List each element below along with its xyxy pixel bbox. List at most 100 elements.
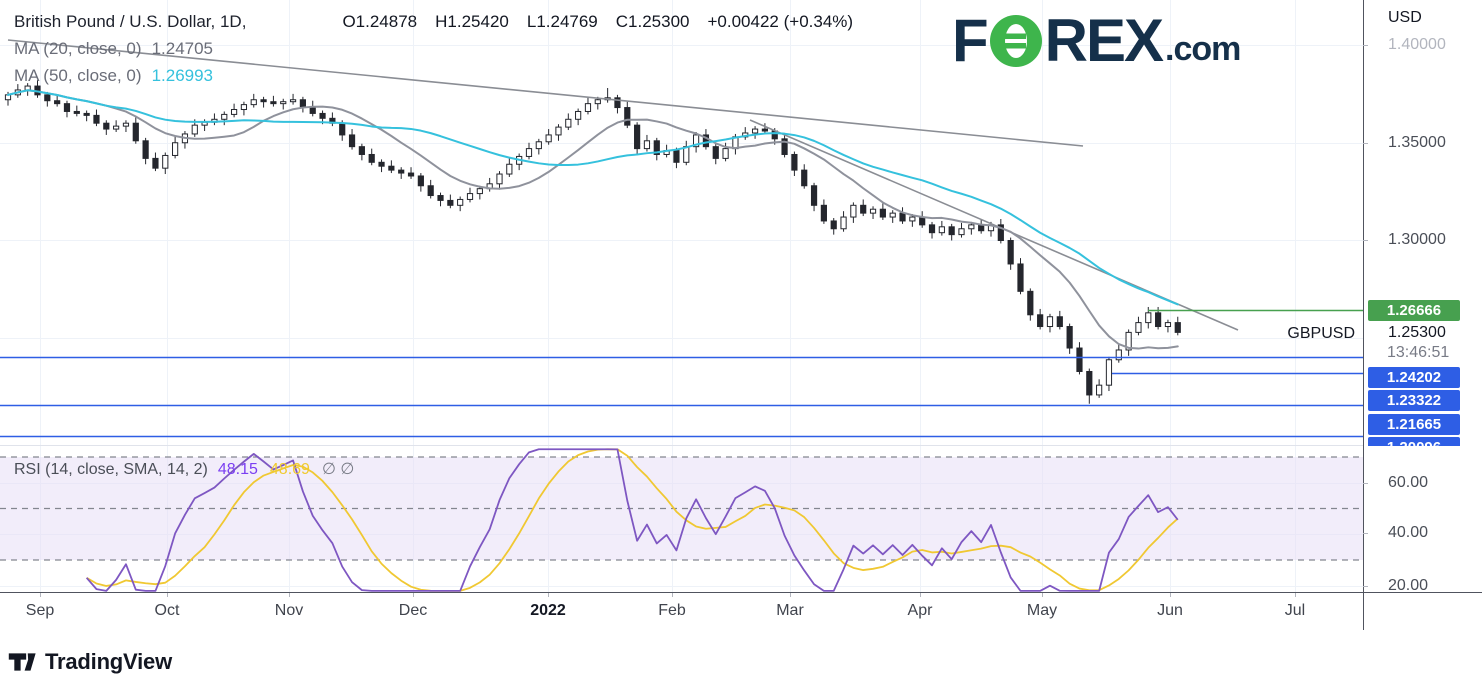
candle-body [142,140,149,159]
ma-line[interactable] [7,89,1179,350]
candle-body [1125,331,1132,351]
candle-body [702,134,710,148]
legend-title-row: British Pound / U.S. Dollar, 1D, O1.24878… [14,8,871,35]
candle-body [221,113,228,120]
candle-body [44,94,51,102]
ma20-value: 1.24705 [151,39,214,58]
last-price: 1.25300 [1388,324,1446,341]
candle-body [299,99,306,108]
time-axis-label: Apr [907,602,933,619]
candle-body [122,122,130,127]
time-axis-label: May [1026,602,1058,619]
candle-body [93,114,100,124]
candle-body [466,193,474,200]
tradingview-label: TradingView [45,649,172,674]
candle-body [63,103,71,112]
candle-body [103,122,110,130]
symbol-price-label: GBPUSD [1287,325,1355,342]
time-axis-label: 2022 [530,602,566,619]
price-axis-label: 1.30000 [1388,231,1446,248]
candle-body [1174,322,1181,333]
candle-body [1017,263,1024,292]
rsi-label: RSI (14, close, SMA, 14, 2) [14,461,208,478]
candle-body [1135,322,1142,333]
candle-body [840,216,847,230]
candle-body [673,150,680,163]
candle-body [545,134,552,143]
candle-body [388,165,395,171]
candle-body [191,124,198,135]
candle-body [378,161,385,167]
candle-body [172,142,179,156]
candle-body [1066,326,1073,349]
candle-body [319,112,326,119]
time-axis[interactable]: Sep Oct Nov Dec 2022 Feb Mar Apr May Jun Jul [0,592,1482,630]
candle-body [260,99,267,103]
bar-countdown-timer: 13:46:51 [1387,344,1450,361]
green-price-badge: 1.26666 [1368,300,1460,321]
rsi-signal-value: 48.69 [269,461,310,478]
rsi-empty-values: ∅ ∅ [321,461,355,478]
tradingview-icon [8,653,36,671]
candle-body [643,140,651,150]
candle-body [250,99,257,106]
candle-body [113,125,120,130]
price-axis-label: 1.35000 [1388,134,1446,151]
candle-body [869,208,877,214]
chart-legend: British Pound / U.S. Dollar, 1D, O1.24878… [14,8,871,89]
blue-price-badge: 1.20096 [1368,437,1460,446]
candle-body [496,173,503,185]
price-axis-label: 60.00 [1388,474,1429,491]
candle-body [810,185,818,206]
candle-body [535,141,542,150]
candle-body [152,157,159,169]
candle-body [899,212,906,222]
tradingview-logo[interactable]: TradingView [8,648,172,676]
candle-body [889,212,896,218]
ma50-legend-row[interactable]: MA (50, close, 0) 1.26993 [14,62,871,89]
candle-body [240,104,248,111]
candle-body [850,204,857,218]
symbol-title: British Pound / U.S. Dollar, 1D, [14,12,247,31]
candle-body [162,154,169,169]
candle-body [1145,312,1152,324]
ma-line[interactable] [7,89,1179,306]
candle-body [791,153,798,171]
forex-com-logo: F REX .com [952,7,1241,74]
price-axis-label: 40.00 [1388,524,1429,541]
forex-logo-rex: REX [1044,7,1164,74]
candle-body [1115,349,1122,361]
ohlc-values: O1.24878 H1.25420 L1.24769 C1.25300 +0.00422… [246,12,871,31]
candle-body [73,110,80,114]
candle-body [289,99,297,103]
time-axis-label: Dec [398,602,428,619]
ma50-label: MA (50, close, 0) [14,66,142,85]
rsi-legend[interactable]: RSI (14, close, SMA, 14, 2) 48.15 48.69 ∅ ∅ [14,459,354,479]
rsi-signal-line [86,448,1179,592]
candle-body [683,146,690,163]
price-axis-label: 1.40000 [1388,36,1446,53]
candle-body [909,216,916,222]
candle-body [1027,290,1034,316]
trendline[interactable] [7,39,1084,147]
candle-body [722,148,729,159]
candle-body [368,153,375,163]
candle-body [1164,322,1172,328]
ma20-legend-row[interactable]: MA (20, close, 0) 1.24705 [14,35,871,62]
price-axis[interactable]: USD 1.266661.242021.233221.216651.20096 … [1364,0,1482,630]
candle-body [860,204,867,214]
candle-body [584,103,592,112]
time-axis-label: Feb [658,602,686,619]
candle-body [1076,347,1083,372]
time-axis-label: Jun [1157,602,1183,619]
candle-body [761,128,769,132]
ohlc-change: +0.00422 (+0.34%) [707,12,854,31]
candle-body [506,163,513,175]
forex-logo-com: .com [1165,29,1241,68]
candle-body [447,199,454,206]
candle-body [968,224,975,230]
candle-body [1007,240,1014,265]
